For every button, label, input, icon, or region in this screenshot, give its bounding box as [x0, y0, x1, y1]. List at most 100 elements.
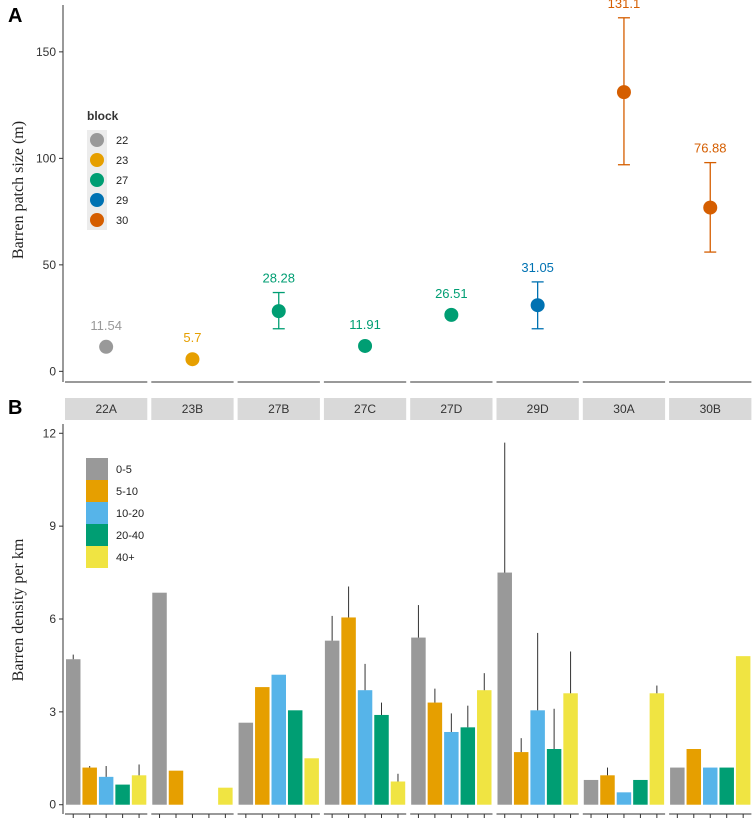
- panel-b-legend-swatch: [86, 524, 108, 546]
- panel-b-bar: [131, 775, 147, 805]
- panel-b-legend-swatch: [86, 502, 108, 524]
- panel-b-bar: [427, 702, 443, 805]
- panel-a-y-tick-label: 100: [36, 151, 56, 165]
- panel-a-point: [444, 307, 459, 322]
- panel-b-legend-swatch: [86, 546, 108, 568]
- panel-b-bar: [616, 792, 632, 805]
- panel-b-bar: [218, 787, 233, 805]
- panel-b-bar: [719, 767, 734, 805]
- panel-b-legend-label: 40+: [116, 552, 135, 564]
- panel-b-y-tick-label: 6: [49, 612, 56, 626]
- panel-b-bar: [304, 758, 319, 805]
- panel-b-bar: [600, 775, 615, 805]
- panel-a-data-label: 26.51: [435, 286, 468, 301]
- panel-b-bar: [374, 714, 389, 805]
- panel-b-bar: [341, 617, 356, 805]
- panel-a-legend-swatch: [90, 133, 104, 147]
- panel-a-point: [99, 339, 114, 354]
- panel-b-bar: [82, 767, 97, 805]
- panel-b-legend-label: 5-10: [116, 486, 138, 498]
- panel-a-data-label: 31.05: [521, 260, 554, 275]
- panel-b-bar: [583, 779, 599, 805]
- panel-b-facet-strip: [151, 398, 234, 420]
- panel-a-legend-swatch: [90, 213, 104, 227]
- panel-b-bar: [357, 690, 373, 805]
- panel-b-bar: [530, 710, 545, 805]
- panel-b-facet-label: 29D: [527, 402, 549, 416]
- panel-b-facet-label: 27B: [268, 402, 289, 416]
- panel-b-bar: [686, 749, 702, 805]
- panel-a-legend-label: 23: [116, 155, 128, 167]
- panel-b-bar: [287, 710, 303, 805]
- panel-a-point: [530, 298, 545, 313]
- panel-a-point: [358, 338, 373, 353]
- panel-b-y-tick-label: 0: [49, 798, 56, 812]
- panel-b-bar: [271, 674, 286, 805]
- panel-b-bar: [735, 656, 751, 805]
- panel-a-point: [271, 304, 286, 319]
- panel-a-y-tick-label: 150: [36, 45, 56, 59]
- panel-b-facet-strip: [65, 398, 148, 420]
- panel-b-legend-label: 10-20: [116, 508, 144, 520]
- panel-b-legend-swatch: [86, 480, 108, 502]
- panel-b-facet-label: 27C: [354, 402, 376, 416]
- panel-b-bar: [670, 767, 685, 805]
- panel-b-facet-strip: [237, 398, 320, 420]
- panel-a-plot: 0 50 100 150 11.54 5.7 28.28 11.91 26.51 31.05 131…: [36, 0, 752, 383]
- panel-b-legend-label: 20-40: [116, 530, 144, 542]
- panel-a-data-label: 11.54: [90, 318, 122, 333]
- panel-b-facet-label: 30B: [700, 402, 721, 416]
- panel-a-legend-label: 30: [116, 215, 128, 227]
- panel-b-facet-label: 22A: [95, 402, 116, 416]
- panel-b-bar: [444, 731, 459, 805]
- panel-a-data-label: 131.1: [608, 0, 641, 11]
- panel-b-bar: [546, 749, 562, 805]
- panel-b-facet-strip: [582, 398, 666, 420]
- panel-a-point: [703, 200, 718, 215]
- panel-b-y-tick-label: 3: [49, 705, 56, 719]
- panel-a-legend-label: 29: [116, 195, 128, 207]
- panel-b-bar: [411, 637, 426, 805]
- panel-b-bar: [255, 687, 270, 805]
- panel-b-bar: [633, 779, 648, 805]
- panel-b-facet-label: 30A: [613, 402, 634, 416]
- panel-a-legend-title: block: [87, 109, 119, 123]
- panel-b-legend-label: 0-5: [116, 464, 132, 476]
- panel-b-bar: [460, 727, 476, 805]
- panel-a-legend-label: 27: [116, 175, 128, 187]
- panel-b-letter: B: [8, 397, 22, 419]
- panel-b-bar: [390, 781, 406, 805]
- panel-b-legend: 0-5 5-10 10-20 20-40 40+: [86, 458, 144, 568]
- panel-a-legend-label: 22: [116, 135, 128, 147]
- panel-a-letter: A: [8, 5, 22, 27]
- panel-b-facet-strip: [323, 398, 407, 420]
- panel-b-bar: [238, 722, 254, 805]
- panel-a-legend-swatch: [90, 173, 104, 187]
- panel-a-point: [185, 352, 200, 367]
- panel-b-y-tick-label: 9: [49, 519, 56, 533]
- panel-a-data-label: 11.91: [349, 317, 381, 332]
- panel-a-data-label: 76.88: [694, 141, 727, 156]
- panel-a-data-label: 5.7: [183, 330, 201, 345]
- panel-b-bar: [513, 752, 529, 805]
- panel-a-legend-swatch: [90, 193, 104, 207]
- panel-b-facet-strip: [496, 398, 579, 420]
- panel-b-legend-swatch: [86, 458, 108, 480]
- panel-b-bar: [152, 592, 167, 805]
- panel-a-y-axis-title: Barren patch size (m): [10, 121, 27, 259]
- panel-b-plot: 0 3 6 9 12 22A 23B 27B 27C 27D 29D 30A 30B 0-5 5-10 10-…: [43, 398, 752, 818]
- panel-b-facet-label: 23B: [182, 402, 203, 416]
- panel-b-bar: [324, 640, 340, 805]
- panel-b-y-axis-title: Barren density per km: [10, 538, 27, 681]
- panel-b-bar: [649, 693, 665, 805]
- panel-b-bar: [115, 784, 130, 805]
- panel-b-bar: [98, 776, 114, 805]
- panel-a-y-tick-label: 50: [43, 258, 57, 272]
- panel-a-legend: block 22 23 27 29 30: [87, 109, 128, 230]
- panel-b-bar: [477, 690, 492, 805]
- panel-b-facet-strip: [410, 398, 493, 420]
- panel-a-data-label: 28.28: [262, 271, 295, 286]
- panel-b-bar: [168, 770, 184, 805]
- panel-b-y-tick-label: 12: [43, 426, 57, 440]
